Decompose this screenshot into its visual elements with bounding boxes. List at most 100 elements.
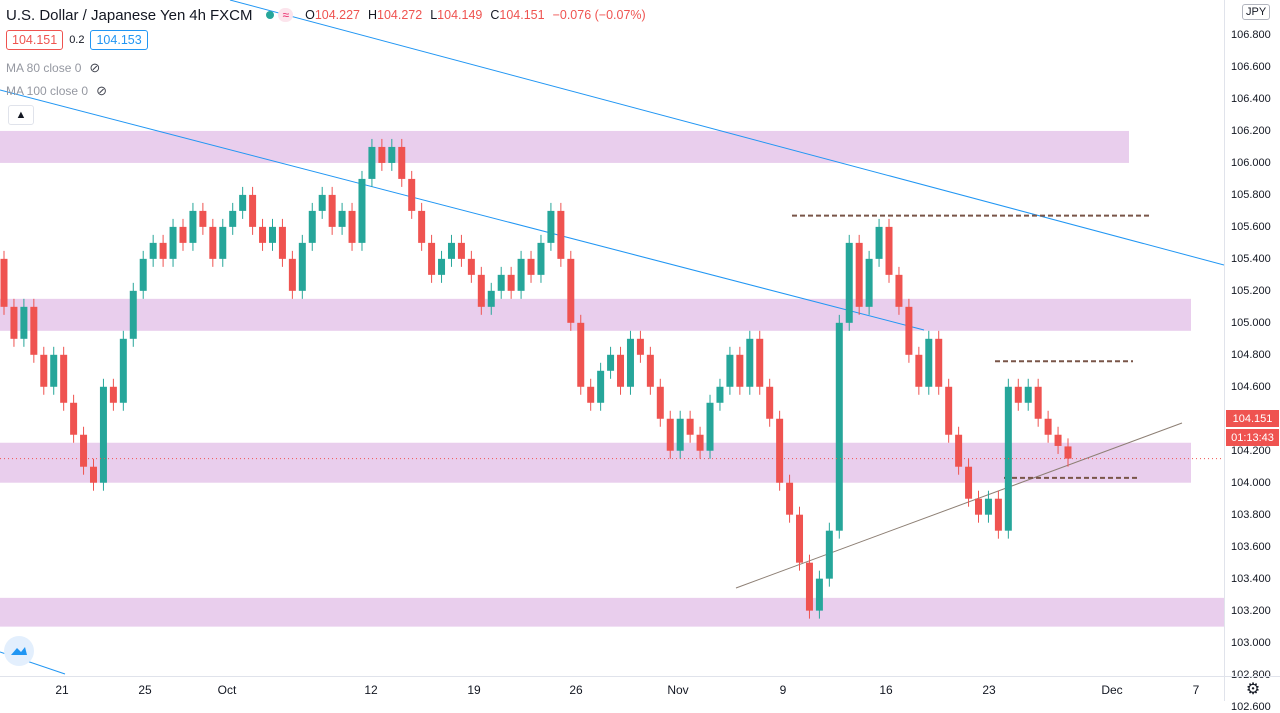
price-tick: 105.000: [1231, 316, 1271, 329]
candle-body: [935, 338, 943, 387]
symbol-title[interactable]: U.S. Dollar / Japanese Yen: [6, 6, 186, 24]
indicator-label: MA 100 close 0: [6, 84, 89, 98]
candle-body: [288, 258, 296, 291]
sell-button[interactable]: 104.151: [6, 30, 64, 50]
candle-body: [716, 386, 724, 403]
eye-off-icon[interactable]: ⊘: [96, 83, 107, 98]
candle-body: [607, 354, 615, 371]
candle-body: [1024, 386, 1032, 403]
ohlc-high: H104.272: [368, 8, 423, 22]
support-resistance-zone: [0, 130, 1129, 163]
candle-body: [885, 226, 893, 275]
time-tick: 26: [569, 683, 583, 697]
time-tick: 7: [1192, 683, 1200, 697]
price-tick: 102.800: [1231, 668, 1271, 681]
candle-body: [119, 338, 127, 403]
candle-body: [368, 146, 376, 179]
candle-body: [60, 354, 68, 403]
tradingview-logo-icon[interactable]: [4, 636, 34, 666]
price-tick: 103.000: [1231, 636, 1271, 649]
market-status-icon: [266, 11, 275, 19]
candle-body: [726, 354, 734, 387]
candle-body: [398, 146, 406, 179]
price-tick: 104.000: [1231, 476, 1271, 489]
ohlc-open: O104.227: [305, 8, 360, 22]
indicator-label: MA 80 close 0: [6, 61, 82, 75]
candle-body: [1014, 386, 1022, 403]
candle-body: [567, 258, 575, 323]
candle-body: [318, 194, 326, 211]
price-tick: 104.600: [1231, 380, 1271, 393]
gear-icon[interactable]: ⚙: [1224, 676, 1280, 701]
interval-label[interactable]: 4h: [189, 6, 206, 24]
candle-body: [209, 226, 217, 259]
candle-body: [686, 418, 694, 435]
chevron-up-icon[interactable]: ▲: [8, 105, 34, 125]
candle-body: [139, 258, 147, 291]
spread-value: 0.2: [69, 34, 85, 46]
time-tick: Dec: [1101, 683, 1123, 697]
candle-body: [328, 194, 336, 227]
candle-body: [994, 498, 1002, 531]
candle-body: [189, 210, 197, 243]
indicator-ma80[interactable]: MA 80 close 0 ⊘: [6, 60, 100, 76]
price-axis[interactable]: JPY 106.800 106.600 106.400 106.200 106.000 1…: [1224, 0, 1280, 713]
candle-body: [776, 418, 784, 483]
buy-button[interactable]: 104.153: [90, 30, 148, 50]
candle-body: [915, 354, 923, 387]
candle-body: [428, 242, 436, 275]
candle-body: [109, 386, 117, 403]
price-tick: 103.400: [1231, 572, 1271, 585]
candle-body: [50, 354, 58, 387]
candle-body: [457, 242, 465, 259]
chart-canvas[interactable]: [0, 0, 1224, 676]
candle-body: [249, 194, 257, 227]
currency-label[interactable]: JPY: [1242, 4, 1271, 20]
candle-body: [786, 482, 794, 515]
price-tick: 104.200: [1231, 444, 1271, 457]
price-tick: 106.800: [1231, 29, 1271, 41]
time-axis[interactable]: 21 25 Oct 12 19 26 Nov 9 16 23 Dec 7: [0, 676, 1224, 701]
candle-body: [378, 146, 386, 163]
candle-body: [467, 258, 475, 275]
candle-body: [30, 306, 38, 355]
price-tick: 104.800: [1231, 348, 1271, 361]
candle-body: [666, 418, 674, 451]
price-tick: 105.800: [1231, 188, 1271, 201]
candle-body: [865, 258, 873, 307]
candle-body: [0, 258, 8, 307]
candle-body: [447, 242, 455, 259]
candle-body: [268, 226, 276, 243]
candle-body: [646, 354, 654, 387]
eye-off-icon[interactable]: ⊘: [89, 60, 101, 75]
candle-body: [298, 242, 306, 291]
candle-body: [408, 178, 416, 211]
candle-body: [20, 306, 28, 339]
candle-body: [239, 194, 247, 211]
candle-body: [835, 322, 843, 531]
quote-panel: 104.151 0.2 104.153: [6, 29, 148, 51]
candle-body: [925, 338, 933, 387]
indicator-ma100[interactable]: MA 100 close 0 ⊘: [6, 83, 107, 99]
price-chart[interactable]: [0, 0, 1224, 676]
candle-body: [696, 434, 704, 451]
support-resistance-zone: [0, 298, 1191, 331]
candle-body: [358, 178, 366, 243]
candle-body: [527, 258, 535, 275]
wave-icon[interactable]: ≈: [278, 8, 294, 22]
candle-body: [80, 434, 88, 467]
candle-body: [89, 466, 97, 483]
candle-body: [895, 274, 903, 307]
symbol-legend: U.S. Dollar / Japanese Yen 4h FXCM ≈ O10…: [6, 4, 646, 26]
candle-body: [229, 210, 237, 227]
candle-body: [706, 402, 714, 451]
candle-body: [497, 274, 505, 291]
candle-body: [338, 210, 346, 227]
candle-body: [278, 226, 286, 259]
ohlc-close: C104.151: [490, 8, 545, 22]
price-tick: 105.600: [1231, 220, 1271, 233]
candle-body: [975, 498, 983, 515]
exchange-label: FXCM: [209, 6, 253, 24]
candle-body: [10, 306, 18, 339]
last-price-label: 104.151: [1226, 410, 1279, 427]
